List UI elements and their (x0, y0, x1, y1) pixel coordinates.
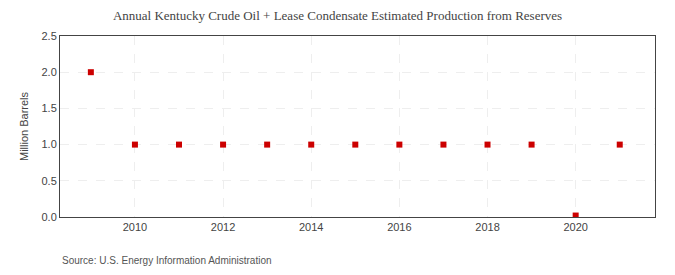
svg-text:Million Barrels: Million Barrels (18, 91, 30, 161)
svg-text:2018: 2018 (475, 221, 499, 233)
svg-text:Source: U.S. Energy Informatio: Source: U.S. Energy Information Administ… (62, 255, 272, 266)
svg-text:2016: 2016 (387, 221, 411, 233)
svg-text:2010: 2010 (123, 221, 147, 233)
svg-text:2.0: 2.0 (42, 66, 57, 78)
svg-text:2020: 2020 (563, 221, 587, 233)
svg-text:Annual Kentucky Crude Oil + Le: Annual Kentucky Crude Oil + Lease Conden… (113, 8, 562, 23)
svg-text:1.5: 1.5 (42, 102, 57, 114)
svg-text:2012: 2012 (211, 221, 235, 233)
svg-text:1.0: 1.0 (42, 138, 57, 150)
svg-text:0.5: 0.5 (42, 175, 57, 187)
svg-text:2014: 2014 (299, 221, 323, 233)
svg-text:0.0: 0.0 (42, 211, 57, 223)
svg-text:2.5: 2.5 (42, 30, 57, 42)
